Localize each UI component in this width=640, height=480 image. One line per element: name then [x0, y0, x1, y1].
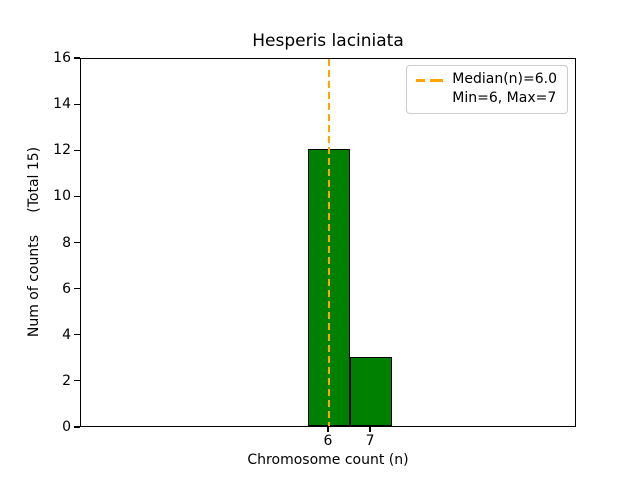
y-tick-mark: [74, 195, 80, 197]
x-axis-label: Chromosome count (n): [247, 452, 409, 468]
y-tick-mark: [74, 288, 80, 290]
median-dashed-line-icon: [416, 79, 444, 82]
median-line: [327, 59, 331, 426]
y-tick-label: 8: [62, 234, 71, 251]
legend: Median(n)=6.0 Min=6, Max=7: [406, 65, 568, 114]
y-tick-mark: [74, 57, 80, 59]
y-tick-label: 6: [62, 280, 71, 297]
legend-text: Median(n)=6.0 Min=6, Max=7: [452, 70, 557, 108]
y-tick-label: 0: [62, 419, 71, 435]
x-tick-label: 7: [365, 433, 375, 449]
y-tick-mark: [74, 380, 80, 382]
y-tick-label: 2: [62, 372, 71, 389]
bar-x7: [350, 356, 393, 426]
y-tick-mark: [74, 426, 80, 428]
chart-title: Hesperis laciniata: [252, 31, 404, 51]
x-tick-mark: [327, 427, 329, 432]
y-tick-label: 4: [62, 326, 71, 343]
y-tick-label: 16: [53, 50, 71, 66]
y-tick-label: 10: [53, 188, 71, 205]
legend-label-minmax: Min=6, Max=7: [452, 90, 557, 106]
y-tick-mark: [74, 334, 80, 336]
y-tick-mark: [74, 241, 80, 244]
y-tick-mark: [74, 103, 80, 105]
y-tick-label: 12: [53, 142, 71, 159]
x-tick-label: 6: [323, 433, 333, 449]
y-tick-label: 14: [53, 96, 71, 113]
x-tick-mark: [369, 427, 371, 432]
y-tick-mark: [74, 149, 80, 151]
plot-area: Median(n)=6.0 Min=6, Max=7: [80, 58, 576, 427]
legend-label-median: Median(n)=6.0: [452, 71, 557, 87]
